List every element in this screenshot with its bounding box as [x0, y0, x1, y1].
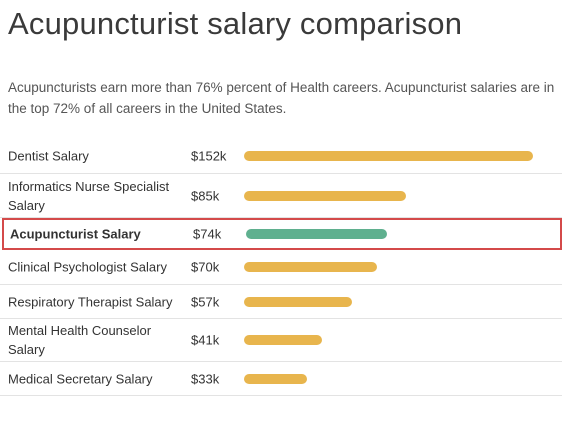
salary-row: Informatics Nurse Specialist Salary $85k	[0, 174, 562, 218]
salary-row: Clinical Psychologist Salary $70k	[0, 250, 562, 285]
salary-bar	[244, 150, 533, 161]
salary-row-value: $41k	[191, 332, 220, 348]
salary-row-value: $70k	[191, 259, 220, 275]
salary-row-value: $33k	[191, 371, 220, 386]
salary-row-label: Respiratory Therapist Salary	[8, 294, 173, 309]
salary-bar	[244, 335, 322, 345]
salary-row-value: $74k	[193, 226, 222, 242]
salary-row-label: Mental Health Counselor Salary	[8, 323, 152, 357]
page-title: Acupuncturist salary comparison	[8, 6, 463, 41]
salary-row: Dentist Salary $152k	[0, 138, 562, 174]
salary-bar-track	[244, 190, 533, 201]
salary-bar-track	[244, 335, 533, 345]
salary-bar	[244, 190, 406, 201]
salary-bar	[246, 229, 387, 239]
salary-row-label: Medical Secretary Salary	[8, 371, 153, 386]
salary-bar-track	[244, 262, 533, 272]
salary-row: Mental Health Counselor Salary $41k	[0, 319, 562, 362]
salary-row-label: Informatics Nurse Specialist Salary	[8, 178, 170, 213]
salary-row-label: Clinical Psychologist Salary	[8, 259, 167, 275]
salary-row-value: $152k	[191, 148, 227, 163]
salary-row-value: $57k	[191, 294, 220, 309]
salary-row-value: $85k	[191, 188, 220, 203]
salary-bar-track	[246, 229, 535, 239]
salary-row: Medical Secretary Salary $33k	[0, 362, 562, 396]
salary-row-label: Acupuncturist Salary	[10, 226, 141, 242]
salary-row-label: Dentist Salary	[8, 148, 89, 163]
page-description: Acupuncturists earn more than 76% percen…	[8, 80, 555, 116]
salary-bar-track	[244, 296, 533, 307]
salary-bar-track	[244, 150, 533, 161]
salary-bar	[244, 262, 377, 272]
salary-bar-track	[244, 373, 533, 384]
salary-row-highlighted: Acupuncturist Salary $74k	[2, 218, 562, 250]
salary-bar	[244, 373, 307, 384]
salary-row: Respiratory Therapist Salary $57k	[0, 285, 562, 319]
salary-comparison-chart: Dentist Salary $152k Informatics Nurse Spe…	[0, 138, 562, 396]
salary-bar	[244, 296, 352, 307]
